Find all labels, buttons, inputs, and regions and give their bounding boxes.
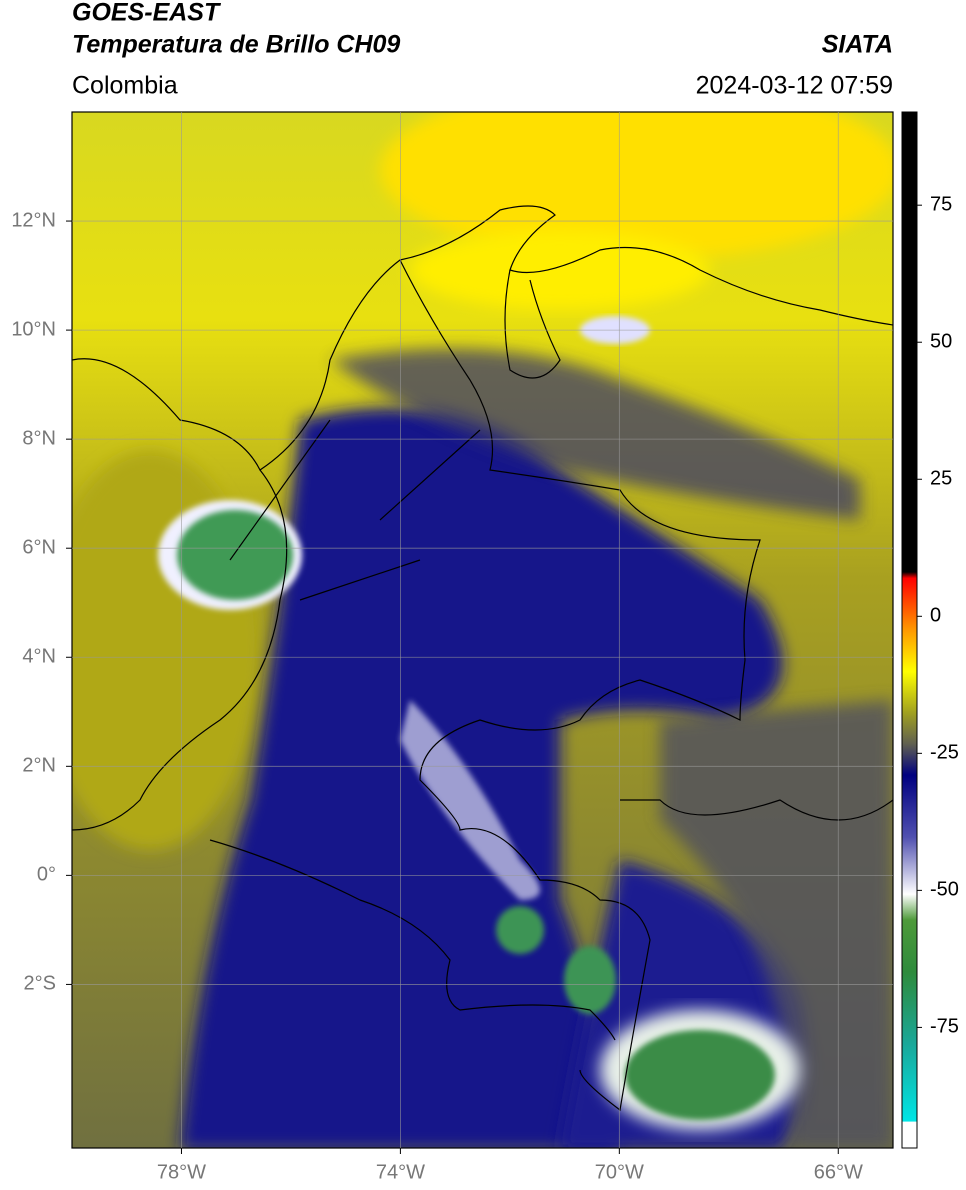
y-tick-label: 2°S [24, 973, 56, 995]
colorbar-tick-label: -50 [930, 879, 959, 901]
source: SIATA [822, 31, 893, 59]
x-tick-label: 74°W [376, 1161, 425, 1183]
region: Colombia [72, 72, 178, 100]
colorbar-tick-label: 0 [930, 605, 941, 627]
x-tick-label: 78°W [157, 1161, 206, 1183]
colorbar-tick-label: -75 [930, 1016, 959, 1038]
datetime: 2024-03-12 07:59 [696, 72, 893, 100]
colorbar-tick-label: -25 [930, 742, 959, 764]
y-tick-label: 6°N [22, 536, 56, 558]
map-frame [71, 111, 894, 1149]
y-tick-label: 8°N [22, 427, 56, 449]
colorbar-tick-label: 25 [930, 468, 952, 490]
title: GOES-EAST [72, 0, 222, 27]
satellite-image [72, 112, 893, 1148]
colorbar-tick-label: 75 [930, 193, 952, 215]
y-tick-label: 0° [37, 864, 56, 886]
subtitle: Temperatura de Brillo CH09 [72, 31, 400, 59]
colorbar-tick-label: 50 [930, 331, 952, 353]
colorbar [901, 111, 918, 1149]
x-tick-label: 70°W [595, 1161, 644, 1183]
y-tick-label: 4°N [22, 646, 56, 668]
y-tick-label: 2°N [22, 755, 56, 777]
y-tick-label: 10°N [11, 318, 56, 340]
x-tick-label: 66°W [814, 1161, 863, 1183]
y-tick-label: 12°N [11, 209, 56, 231]
